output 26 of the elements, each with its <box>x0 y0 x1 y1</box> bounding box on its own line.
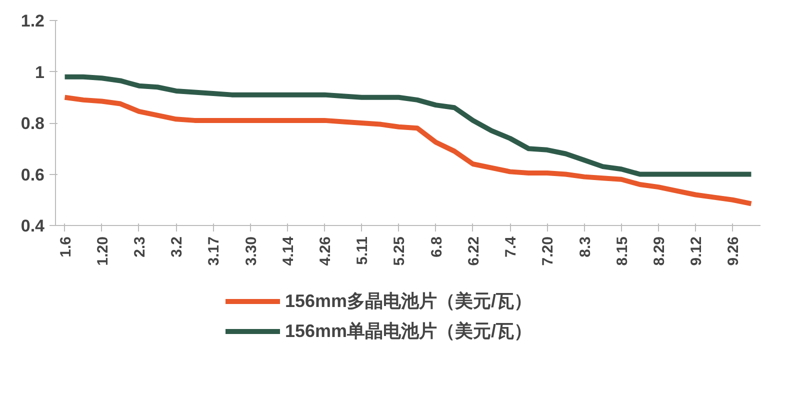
legend-label: 156mm单晶电池片（美元/瓦） <box>285 320 532 343</box>
x-tick-label: 5.11 <box>354 236 372 265</box>
x-tick-label: 3.17 <box>206 236 223 266</box>
x-tick-label: 6.22 <box>465 236 482 266</box>
legend-label: 156mm多晶电池片（美元/瓦） <box>285 290 532 313</box>
x-tick-label: 7.20 <box>540 236 557 266</box>
x-tick-label: 8.3 <box>576 236 594 258</box>
y-tick-label: 1 <box>35 62 45 82</box>
x-tick-label: 9.26 <box>725 236 742 266</box>
x-tick-label: 7.4 <box>502 236 520 258</box>
x-tick-label: 8.29 <box>650 236 668 266</box>
x-tick-label: 3.30 <box>242 236 260 266</box>
x-tick-label: 3.2 <box>168 236 186 258</box>
x-tick-label: 4.14 <box>280 236 297 266</box>
x-tick-label: 5.25 <box>391 236 408 266</box>
x-tick-label: 2.3 <box>131 236 148 258</box>
y-tick-label: 1.2 <box>20 12 45 30</box>
x-tick-label: 9.12 <box>688 236 706 266</box>
y-tick-label: 0.6 <box>20 165 45 184</box>
x-tick-label: 6.8 <box>428 236 446 258</box>
y-tick-label: 0.8 <box>20 114 45 133</box>
x-tick-label: 4.26 <box>317 236 334 266</box>
y-tick-label: 0.4 <box>20 216 46 236</box>
x-tick-label: 1.6 <box>57 236 74 258</box>
x-tick-label: 1.20 <box>94 236 112 266</box>
x-tick-label: 8.15 <box>614 236 631 266</box>
